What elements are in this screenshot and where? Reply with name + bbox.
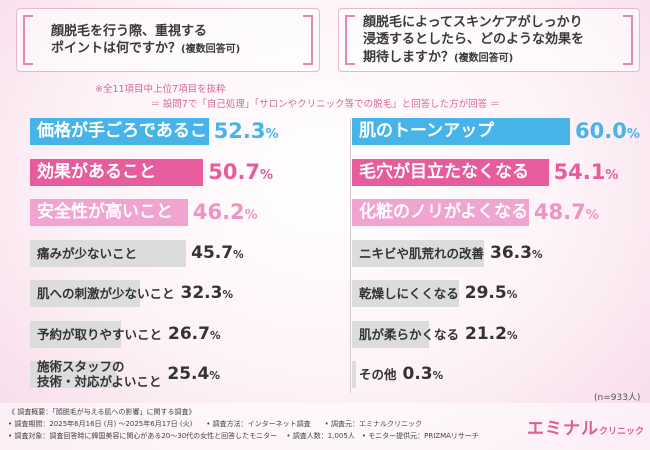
survey-target: • 調査対象：調査回答時に韓国美容に関心がある20～30代の女性と回答したモニタ… (8, 431, 479, 441)
bar-label: 肌のトーンアップ (359, 118, 494, 145)
bar-label: 施術スタッフの 技術・対応がよいこと (37, 359, 161, 389)
bar-label: 肌への刺激が少ないこと (37, 280, 175, 307)
bar-value: 25.4% (167, 361, 220, 390)
bar-value: 54.1% (554, 159, 619, 189)
bracket-right (303, 15, 313, 65)
bar-value: 0.3% (403, 361, 444, 390)
question-box-right: 顔脱毛によってスキンケアがしっかり 浸透するとしたら、どのような効果を 期待しま… (338, 8, 640, 72)
bar-value: 45.7% (191, 240, 244, 269)
clinic-logo: エミナルクリニック (527, 414, 644, 439)
bar-label: 乾燥しにくくなる (359, 280, 459, 307)
left-question-note: (複数回答可) (181, 44, 240, 55)
bar-value: 50.7% (208, 159, 273, 189)
bar-label: 予約が取りやすいこと (37, 321, 162, 348)
chart-divider (350, 118, 351, 393)
top-note: ※全11項目中上位7項目を抜粋 (95, 81, 295, 95)
logo-main: エミナル (527, 419, 599, 439)
sample-size: (n=933人) (594, 390, 640, 403)
bar-value: 60.0% (575, 118, 640, 148)
bar-label: ニキビや肌荒れの改善 (359, 240, 484, 267)
bar-label: 化粧のノリがよくなる (359, 199, 528, 226)
left-question: 顔脱毛を行う際、重視する ポイントは何ですか？(複数回答可) (51, 23, 240, 57)
bar-value: 48.7% (534, 199, 599, 229)
bar-value: 29.5% (465, 280, 518, 309)
survey-title: 《 調査概要：「顔脱毛が与える肌への影響」に関する調査》 (8, 407, 196, 417)
bar-label: 価格が手ごろであること (37, 118, 224, 145)
logo-sub: クリニック (599, 427, 644, 437)
right-question-line1: 顔脱毛によってスキンケアがしっかり (363, 14, 584, 31)
bar-value: 26.7% (168, 321, 221, 350)
bracket-right (623, 15, 633, 65)
bar-value: 52.3% (214, 118, 279, 148)
bar-label: 毛穴が目立たなくなる (359, 159, 529, 186)
bracket-left (345, 15, 355, 65)
bar-value: 32.3% (181, 280, 234, 309)
right-question-note: (複数回答可) (454, 53, 513, 64)
bracket-left (23, 15, 33, 65)
bar (352, 361, 356, 388)
right-question-line3: 期待しますか？ (363, 50, 454, 65)
respondent-note: ＝ 設問7で「自己処理」「サロンやクリニック等での脱毛」と回答した方が回答 ＝ (0, 96, 650, 110)
survey-period: • 調査期間：2025年6月16日 (月) ～2025年6月17日 (火) • … (8, 419, 422, 429)
question-box-left: 顔脱毛を行う際、重視する ポイントは何ですか？(複数回答可) (16, 8, 320, 72)
right-question-line2: 浸透するとしたら、どのような効果を (363, 31, 584, 48)
bar-value: 21.2% (465, 321, 518, 350)
bar-label: その他 (359, 361, 397, 388)
bar-label: 安全性が高いこと (37, 199, 173, 226)
bar-label: 痛みが少ないこと (37, 240, 137, 267)
left-question-line2: ポイントは何ですか？ (51, 41, 181, 56)
bar-label: 効果があること (37, 159, 156, 186)
bar-value: 46.2% (193, 199, 258, 229)
bar-value: 36.3% (490, 240, 543, 269)
left-question-line1: 顔脱毛を行う際、重視する (51, 23, 240, 40)
right-question: 顔脱毛によってスキンケアがしっかり 浸透するとしたら、どのような効果を 期待しま… (363, 14, 584, 65)
bar-label: 肌が柔らかくなる (359, 321, 459, 348)
